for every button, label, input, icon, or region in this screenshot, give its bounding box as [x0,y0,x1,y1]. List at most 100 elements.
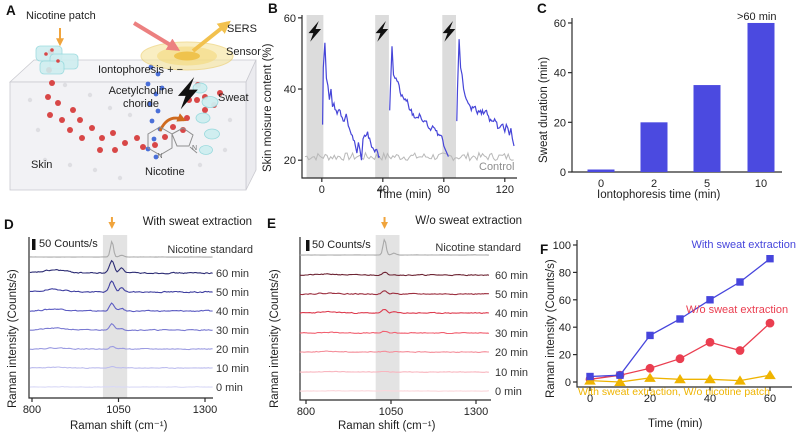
bar-10min [747,22,775,172]
svg-text:0 min: 0 min [216,382,243,394]
panel-c-xlabel: Iontophoresis time (min) [597,189,721,201]
svg-text:0: 0 [587,393,593,405]
sers-label: SERS [227,23,257,35]
sweat-label: Sweat [218,92,249,104]
svg-text:N: N [157,153,162,160]
panel-d-ylabel: Raman intensity (Counts/s) [7,269,19,408]
svg-text:40: 40 [704,393,716,405]
svg-text:30 min: 30 min [216,325,249,337]
series-label-wo-sweat: W/o sweat extraction [686,304,789,316]
scale-bar [306,240,310,251]
panel-d-xlabel: Raman shift (cm⁻¹) [70,420,168,432]
svg-text:40: 40 [554,68,566,80]
bar-2min [640,122,668,172]
svg-text:50 min: 50 min [495,289,528,301]
panel-label-a: A [6,3,16,18]
panel-label-b: B [268,1,278,16]
svg-text:40 min: 40 min [495,308,528,320]
svg-text:1300: 1300 [464,406,488,418]
circle-marker [705,337,715,347]
lightning-icon [375,21,389,42]
bar-5min [693,85,721,172]
svg-text:0 min: 0 min [495,386,522,398]
svg-text:10 min: 10 min [216,363,249,375]
svg-text:20: 20 [559,350,571,362]
nicotine-patch-label: Nicotine patch [26,10,96,22]
panel-f-ylabel: Raman intensity (Counts/s) [545,259,557,398]
sensor-label: Sensor [226,46,261,58]
circle-marker [675,354,685,364]
panel-label-e: E [267,216,277,231]
svg-text:20: 20 [644,393,656,405]
svg-text:60: 60 [284,13,296,25]
panel-c-annotation: >60 min [737,11,777,23]
svg-text:40: 40 [377,184,389,196]
svg-text:800: 800 [297,406,315,418]
lightning-icon [178,77,198,110]
panel-e-scalebar-label: 50 Counts/s [312,239,371,251]
svg-text:0: 0 [598,178,604,190]
panel-c-chart: 0 20 40 60 0 2 5 10 [554,18,782,190]
panel-a-illustration: NN [8,20,257,191]
lightning-icon [442,21,456,42]
nicotine-patch-graphic [35,45,79,75]
svg-text:1050: 1050 [106,404,130,416]
svg-text:Nicotine standard: Nicotine standard [435,242,521,254]
triangle-marker [764,369,776,380]
panel-e-ylabel: Raman intensity (Counts/s) [269,269,281,408]
svg-text:20 min: 20 min [495,347,528,359]
svg-text:80: 80 [559,267,571,279]
svg-text:10: 10 [755,178,767,190]
svg-text:1050: 1050 [379,406,403,418]
svg-text:60: 60 [559,295,571,307]
bar-0min [587,169,615,172]
svg-text:N: N [192,145,197,152]
panel-label-c: C [537,1,547,16]
control-series-label: Control [479,161,515,173]
square-marker [736,278,744,286]
svg-text:120: 120 [496,184,514,196]
square-marker [646,331,654,340]
circle-marker [765,318,775,328]
triangle-marker [734,375,746,385]
svg-text:100: 100 [553,240,571,252]
iontophoresis-label: Iontophoresis + − [98,64,184,76]
svg-text:50 min: 50 min [216,287,249,299]
circle-marker [645,363,655,373]
svg-text:40 min: 40 min [216,306,249,318]
svg-text:0: 0 [560,167,566,179]
panel-c-ylabel: Sweat duration (min) [538,56,550,163]
svg-text:Nicotine standard: Nicotine standard [167,244,253,256]
square-marker [766,255,774,263]
panel-f-xlabel: Time (min) [648,418,703,430]
panel-e-chart: 800 1050 1300 Nicotine standard 60 min 50 min… [297,217,528,418]
scale-bar [32,239,36,250]
nicotine-molecule [147,126,198,156]
triangle-marker [644,372,656,382]
panel-d-chart: 800 1050 1300 Nicotine standard 60 min 50 min… [23,217,253,416]
panel-label-d: D [4,217,14,232]
svg-text:20 min: 20 min [216,344,249,356]
svg-text:2: 2 [651,178,657,190]
svg-text:20: 20 [284,155,296,167]
svg-text:80: 80 [438,184,450,196]
sers-scatter-arrow [191,20,231,53]
svg-text:1300: 1300 [193,404,217,416]
panel-b-xlabel: Time (min) [377,189,432,201]
svg-text:0: 0 [319,184,325,196]
svg-text:10 min: 10 min [495,367,528,379]
triangle-marker [614,376,626,386]
series-label-with-sweat: With sweat extraction [691,239,796,251]
skin-label: Skin [31,159,53,171]
svg-text:40: 40 [284,84,296,96]
acetylcholine-label: Acetylcholine choride [108,85,174,111]
panel-e-title: W/o sweat extraction [415,215,522,227]
svg-text:20: 20 [554,117,566,129]
square-marker [586,372,594,381]
panel-label-f: F [540,242,549,257]
panel-d-scalebar-label: 50 Counts/s [39,238,98,250]
circle-marker [735,346,745,355]
panel-b-ylabel: Skin moisure content (%) [262,43,274,172]
svg-text:40: 40 [559,322,571,334]
panel-d-title: With sweat extraction [142,216,252,228]
